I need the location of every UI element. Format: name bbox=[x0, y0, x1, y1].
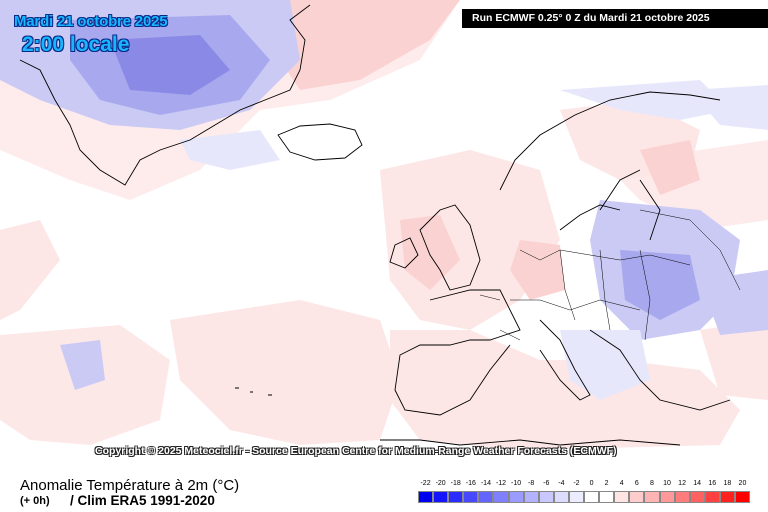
legend-labels: -22 -20 -18 -16 -14 -12 -10 -8 -6 -4 -2 0 2 4 6 8 10 12 14… bbox=[418, 480, 750, 490]
legend-label: -10 bbox=[511, 480, 522, 487]
balkans-coast bbox=[589, 329, 731, 411]
legend-label: -8 bbox=[528, 480, 535, 487]
legend-label: 2 bbox=[604, 480, 609, 487]
greenland-coast bbox=[19, 4, 311, 186]
legend-swatch bbox=[463, 491, 479, 503]
legend-label: 6 bbox=[634, 480, 639, 487]
legend-swatch bbox=[433, 491, 449, 503]
legend-swatch bbox=[418, 491, 434, 503]
coastlines bbox=[19, 4, 731, 446]
legend-swatch bbox=[614, 491, 630, 503]
legend-color-bar bbox=[418, 491, 751, 503]
british-isles-coast bbox=[389, 204, 481, 291]
stronger-warm-areas bbox=[280, 0, 700, 300]
climatology-label: / Clim ERA5 1991-2020 bbox=[70, 493, 215, 508]
run-banner: Run ECMWF 0.25° 0 Z du Mardi 21 octobre … bbox=[462, 9, 768, 28]
north-africa-coast bbox=[380, 439, 681, 446]
color-legend: -22 -20 -18 -16 -14 -12 -10 -8 -6 -4 -2 0 2 4 6 8 10 12 14… bbox=[418, 480, 751, 510]
legend-swatch bbox=[508, 491, 524, 503]
legend-label: -20 bbox=[435, 480, 446, 487]
legend-swatch bbox=[538, 491, 554, 503]
italy-coast bbox=[539, 319, 591, 401]
copyright-notice: Copyright © 2025 Meteociel.fr - Source E… bbox=[95, 445, 617, 457]
temperature-anomaly-map bbox=[0, 0, 768, 450]
legend-swatch bbox=[734, 491, 751, 503]
legend-label: 10 bbox=[663, 480, 671, 487]
legend-swatch bbox=[599, 491, 615, 503]
legend-swatch bbox=[704, 491, 720, 503]
country-borders bbox=[479, 209, 741, 341]
legend-swatch bbox=[553, 491, 569, 503]
legend-label: -22 bbox=[420, 480, 431, 487]
scandinavia-coast bbox=[499, 91, 721, 241]
legend-label: -18 bbox=[450, 480, 461, 487]
parameter-title: Anomalie Température à 2m (°C) bbox=[20, 477, 240, 494]
legend-swatch bbox=[568, 491, 585, 503]
iceland-coast bbox=[277, 123, 363, 161]
legend-label: -16 bbox=[465, 480, 476, 487]
legend-label: 20 bbox=[738, 480, 747, 487]
legend-swatch bbox=[523, 491, 539, 503]
legend-label: 16 bbox=[708, 480, 717, 487]
azores-islands bbox=[235, 387, 272, 396]
legend-label: -6 bbox=[543, 480, 550, 487]
legend-swatch bbox=[689, 491, 705, 503]
legend-swatch bbox=[644, 491, 660, 503]
legend-swatch bbox=[629, 491, 645, 503]
legend-swatch bbox=[674, 491, 690, 503]
legend-swatch bbox=[448, 491, 464, 503]
legend-label: -4 bbox=[558, 480, 565, 487]
iberia-france-coast bbox=[394, 289, 521, 416]
legend-label: -2 bbox=[573, 480, 580, 487]
legend-swatch bbox=[478, 491, 494, 503]
legend-label: 8 bbox=[649, 480, 654, 487]
legend-label: 4 bbox=[619, 480, 624, 487]
legend-label: 14 bbox=[693, 480, 702, 487]
legend-swatch bbox=[659, 491, 675, 503]
legend-label: -14 bbox=[480, 480, 491, 487]
legend-label: 18 bbox=[723, 480, 732, 487]
legend-label: 0 bbox=[589, 480, 594, 487]
legend-swatch bbox=[493, 491, 509, 503]
legend-swatch bbox=[719, 491, 735, 503]
legend-label: 12 bbox=[678, 480, 686, 487]
forecast-step: (+ 0h) bbox=[20, 495, 50, 507]
date-title: Mardi 21 octobre 2025 bbox=[14, 13, 168, 30]
cold-anomaly-areas bbox=[0, 0, 768, 400]
legend-label: -12 bbox=[495, 480, 507, 487]
legend-swatch bbox=[584, 491, 600, 503]
local-time-title: 2:00 locale bbox=[22, 33, 130, 56]
